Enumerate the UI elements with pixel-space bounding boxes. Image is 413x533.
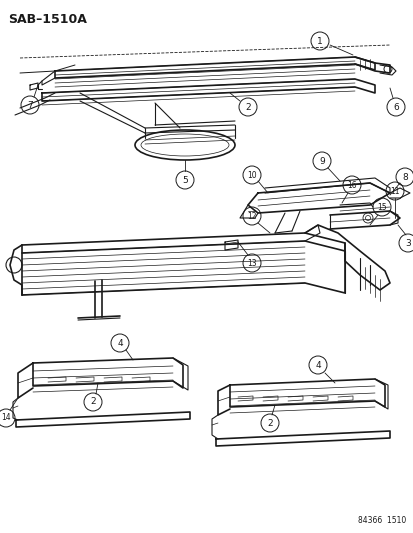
Text: 6: 6 [392, 102, 398, 111]
Text: 7: 7 [27, 101, 33, 109]
Text: 4: 4 [314, 360, 320, 369]
Text: 2: 2 [266, 418, 272, 427]
Text: 15: 15 [376, 203, 386, 212]
Text: 13: 13 [247, 259, 256, 268]
Text: SAB–1510A: SAB–1510A [8, 13, 87, 26]
Text: 2: 2 [244, 102, 250, 111]
Text: 11: 11 [389, 187, 399, 196]
Text: 10: 10 [247, 171, 256, 180]
Text: 5: 5 [182, 175, 188, 184]
Text: 12: 12 [247, 212, 256, 221]
Text: 1: 1 [316, 36, 322, 45]
Text: 14: 14 [1, 414, 11, 423]
Text: 8: 8 [401, 173, 407, 182]
Text: 4: 4 [117, 338, 123, 348]
Text: 9: 9 [318, 157, 324, 166]
Text: 3: 3 [404, 238, 410, 247]
Text: 16: 16 [347, 181, 356, 190]
Text: 2: 2 [90, 398, 95, 407]
Text: 84366  1510: 84366 1510 [357, 516, 405, 525]
